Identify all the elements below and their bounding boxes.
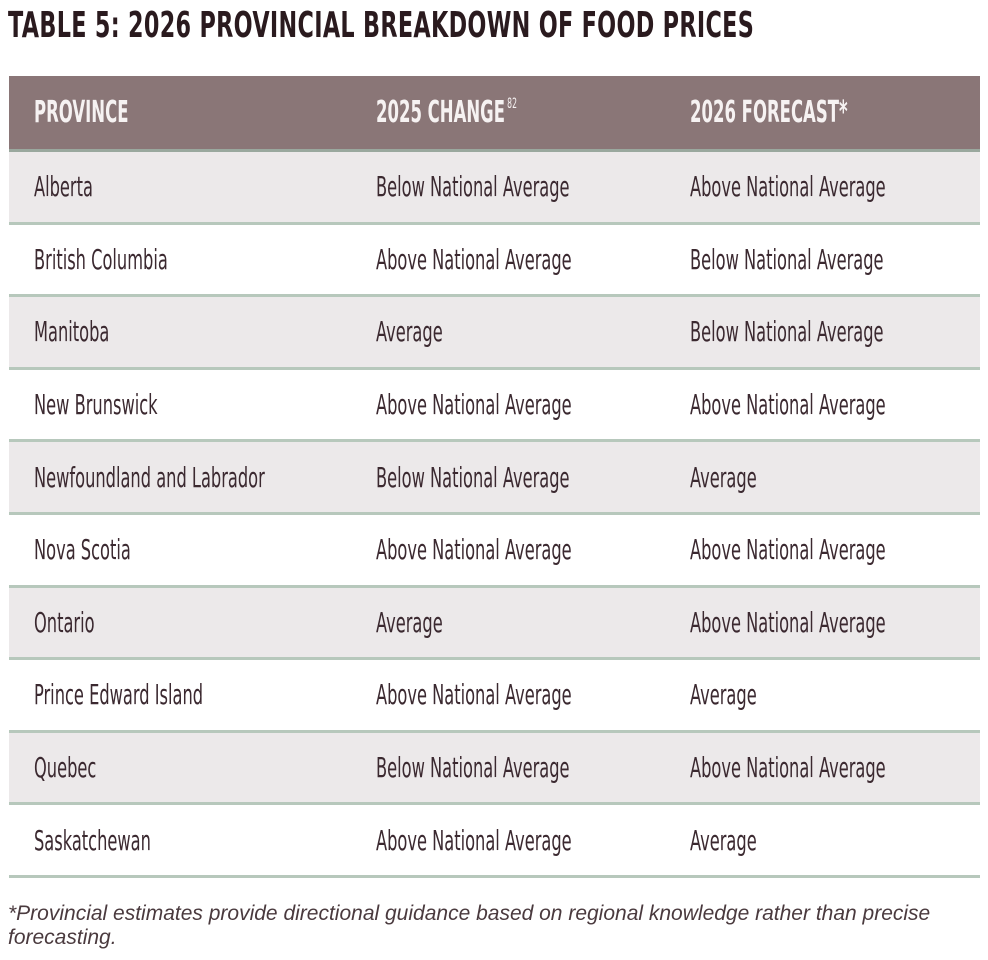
forecast-2026-cell: Above National Average: [690, 533, 886, 567]
change-2025-cell: Above National Average: [376, 678, 572, 712]
change-2025-cell: Average: [376, 315, 443, 349]
header-2025-change: 2025 CHANGE 82: [376, 76, 632, 149]
change-2025-cell: Average: [376, 605, 443, 639]
table-row: British Columbia Above National Average …: [9, 224, 980, 298]
province-cell: Newfoundland and Labrador: [34, 460, 265, 494]
forecast-2026-cell: Average: [690, 678, 757, 712]
table-row: Manitoba Average Below National Average: [9, 297, 980, 370]
change-2025-cell: Below National Average: [376, 170, 570, 204]
table-row: Quebec Below National Average Above Nati…: [9, 732, 980, 806]
change-2025-cell: Above National Average: [376, 823, 572, 857]
table-title: TABLE 5: 2026 PROVINCIAL BREAKDOWN OF FO…: [8, 5, 755, 46]
table-header-row: PROVINCE 2025 CHANGE 82 2026 FORECAST*: [9, 76, 980, 152]
forecast-2026-cell: Above National Average: [690, 388, 886, 422]
forecast-2026-cell: Above National Average: [690, 605, 886, 639]
forecast-2026-cell: Below National Average: [690, 315, 884, 349]
table-row: Alberta Below National Average Above Nat…: [9, 152, 980, 225]
table-row: Nova Scotia Above National Average Above…: [9, 514, 980, 588]
province-cell: Saskatchewan: [34, 823, 151, 857]
forecast-2026-cell: Average: [690, 460, 757, 494]
province-cell: British Columbia: [34, 242, 168, 276]
change-2025-cell: Above National Average: [376, 242, 572, 276]
footnote-reference: 82: [507, 96, 517, 112]
change-2025-cell: Above National Average: [376, 388, 572, 422]
forecast-2026-cell: Average: [690, 823, 757, 857]
header-2025-change-label: 2025 CHANGE: [376, 95, 505, 130]
province-cell: Nova Scotia: [34, 533, 131, 567]
province-cell: Manitoba: [34, 315, 110, 349]
header-2026-forecast: 2026 FORECAST*: [690, 95, 848, 130]
change-2025-cell: Above National Average: [376, 533, 572, 567]
table-row: Newfoundland and Labrador Below National…: [9, 442, 980, 515]
province-cell: Quebec: [34, 751, 97, 785]
food-prices-table: PROVINCE 2025 CHANGE 82 2026 FORECAST* Al…: [9, 76, 980, 878]
table-footnote: *Provincial estimates provide directiona…: [8, 902, 931, 949]
header-province: PROVINCE: [34, 95, 129, 130]
table-row: Saskatchewan Above National Average Aver…: [9, 805, 980, 878]
forecast-2026-cell: Below National Average: [690, 242, 884, 276]
forecast-2026-cell: Above National Average: [690, 170, 886, 204]
table-row: Ontario Average Above National Average: [9, 587, 980, 661]
forecast-2026-cell: Above National Average: [690, 751, 886, 785]
province-cell: Alberta: [34, 170, 93, 204]
change-2025-cell: Below National Average: [376, 751, 570, 785]
change-2025-cell: Below National Average: [376, 460, 570, 494]
province-cell: Prince Edward Island: [34, 678, 204, 712]
province-cell: Ontario: [34, 605, 95, 639]
table-row: Prince Edward Island Above National Aver…: [9, 660, 980, 733]
table-row: New Brunswick Above National Average Abo…: [9, 369, 980, 443]
province-cell: New Brunswick: [34, 388, 158, 422]
